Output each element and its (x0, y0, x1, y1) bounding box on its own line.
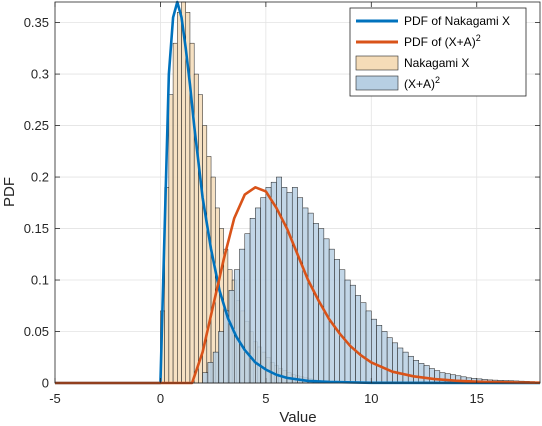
histogram-bar-xa2 (434, 370, 441, 384)
legend-entry-label: PDF of (X+A)2 (404, 33, 481, 49)
legend: PDF of Nakagami X PDF of (X+A)2 Nakagami… (349, 7, 527, 97)
histogram-bar-nakagami (206, 156, 212, 384)
y-axis-label: PDF (1, 177, 18, 207)
y-tick-label: 0 (42, 376, 49, 391)
histogram-bar-xa2 (244, 233, 251, 384)
histogram-bar-xa2 (233, 269, 240, 384)
histogram-bar-xa2 (207, 362, 214, 384)
histogram-bar-xa2 (228, 290, 235, 384)
legend-entry-base: PDF of (X+A) (404, 35, 476, 49)
histogram-bar-xa2 (302, 207, 309, 384)
pdf-line-nakagami (55, 0, 541, 385)
histogram-bar-xa2 (239, 248, 246, 384)
x-axis-label: Value (279, 409, 316, 426)
histogram-bar-xa2 (360, 302, 367, 384)
histogram-bar-xa2 (386, 337, 393, 384)
histogram-bar-nakagami (168, 94, 174, 384)
histogram-bar-xa2 (365, 310, 372, 384)
histogram-bar-xa2 (255, 207, 261, 384)
legend-entry-label: (X+A)2 (404, 75, 440, 91)
histogram-bar-nakagami (172, 42, 178, 384)
x-tick-label: 10 (364, 391, 378, 406)
histogram-bar-xa2 (376, 325, 383, 384)
histogram-bar-xa2 (355, 295, 362, 384)
x-tick-label: 0 (157, 391, 164, 406)
legend-entry-label: PDF of Nakagami X (404, 14, 510, 28)
histogram-bar-xa2 (418, 363, 425, 384)
histogram-bar-nakagami (198, 94, 203, 384)
histogram-bar-xa2 (265, 187, 272, 384)
histogram-bar-xa2 (371, 318, 377, 384)
y-tick-label: 0.3 (31, 67, 49, 82)
x-tick-label: 5 (262, 391, 269, 406)
histogram-bar-xa2 (349, 284, 356, 384)
legend-entry-sup: 2 (435, 75, 440, 85)
histogram-bar-nakagami (181, 1, 186, 384)
x-tick-label: 15 (470, 391, 484, 406)
histogram-bar-xa2 (334, 259, 340, 384)
legend-swatch-nakagami-hist (355, 55, 399, 71)
y-tick-label: 0.2 (31, 170, 49, 185)
histogram-bar-xa2 (291, 187, 298, 384)
histogram-bar-xa2 (286, 192, 293, 384)
y-tick-label: 0.1 (31, 273, 49, 288)
x-tick-label: -5 (49, 391, 61, 406)
y-tick-label: 0.35 (24, 15, 49, 30)
histogram-bar-xa2 (397, 347, 404, 384)
axes-box (54, 1, 541, 384)
histogram-bar-xa2 (260, 197, 267, 384)
legend-entry-base: (X+A) (404, 77, 435, 91)
histogram-bar-xa2 (218, 331, 224, 384)
legend-swatch-xa2-hist (355, 75, 399, 91)
histogram-bar-xa2 (344, 279, 351, 384)
histogram-bar-xa2 (413, 360, 420, 384)
histogram-bar-xa2 (313, 223, 319, 384)
y-tick-label: 0.15 (24, 221, 49, 236)
histogram-bar-xa2 (212, 351, 219, 384)
histogram-bar-xa2 (423, 365, 430, 384)
histogram-bar-xa2 (297, 197, 304, 384)
axes (54, 1, 541, 384)
legend-entry-label: Nakagami X (404, 56, 469, 70)
histogram-bar-xa2 (307, 212, 314, 384)
histogram-bar-xa2 (407, 355, 414, 384)
y-tick-label: 0.05 (24, 324, 49, 339)
histogram-bar-nakagami (177, 12, 182, 384)
y-tick-label: 0.25 (24, 118, 49, 133)
histogram-bar-xa2 (429, 368, 435, 384)
legend-entry-sup: 2 (476, 33, 481, 43)
histogram-bar-xa2 (328, 248, 335, 384)
histogram-bar-xa2 (439, 372, 446, 384)
histogram-bar-xa2 (402, 351, 409, 384)
pdf-lines (55, 0, 541, 385)
histogram-bar-xa2 (281, 187, 288, 384)
histogram-bar-xa2 (392, 342, 398, 384)
histogram-bar-xa2 (339, 269, 346, 384)
histogram-bar-xa2 (202, 372, 209, 384)
pdf-line-xa2 (55, 186, 541, 385)
histogram-bar-xa2 (381, 331, 388, 384)
histogram-bar-xa2 (270, 181, 277, 384)
